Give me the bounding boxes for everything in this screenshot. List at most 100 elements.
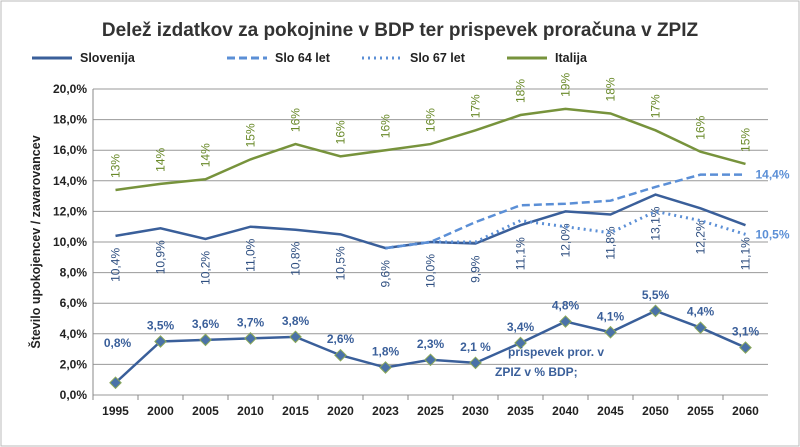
y-tick-label: 8,0% bbox=[60, 266, 88, 280]
data-point bbox=[694, 321, 707, 335]
data-label: 1,8% bbox=[372, 344, 400, 358]
data-point bbox=[289, 330, 302, 344]
x-tick-label: 2020 bbox=[327, 404, 354, 418]
data-point bbox=[244, 332, 257, 345]
data-label: 4,8% bbox=[552, 299, 580, 313]
x-tick-label: 2015 bbox=[282, 404, 309, 418]
x-tick-label: 2045 bbox=[597, 404, 624, 418]
data-label: 19% bbox=[559, 73, 573, 97]
data-label: 16% bbox=[379, 114, 393, 138]
y-tick-label: 6,0% bbox=[60, 296, 88, 310]
data-label: 0,8% bbox=[104, 336, 132, 350]
y-tick-label: 14,0% bbox=[53, 174, 87, 188]
end-label: 14,4% bbox=[756, 168, 790, 182]
legend-label: Slo 67 let bbox=[410, 51, 466, 65]
data-label: 10,8% bbox=[289, 241, 303, 275]
data-label: 16% bbox=[694, 115, 708, 139]
data-point bbox=[559, 315, 572, 328]
legend-label: Italija bbox=[555, 51, 588, 65]
data-label: 15% bbox=[739, 128, 753, 152]
data-label: 16% bbox=[289, 108, 303, 132]
data-label: 17% bbox=[469, 94, 483, 118]
series-line bbox=[115, 107, 746, 192]
data-label: 11,1% bbox=[739, 237, 753, 270]
y-tick-label: 10,0% bbox=[53, 235, 87, 249]
data-label: 3,7% bbox=[237, 315, 265, 329]
data-point bbox=[109, 376, 122, 390]
y-tick-label: 18,0% bbox=[53, 113, 87, 127]
data-label: 16% bbox=[424, 108, 438, 132]
data-label: 10,2% bbox=[199, 251, 213, 285]
data-label: 18% bbox=[604, 77, 618, 101]
end-label: 10,5% bbox=[756, 227, 790, 241]
data-point bbox=[154, 335, 167, 348]
data-label: 2,3% bbox=[417, 337, 445, 351]
data-label: 10,5% bbox=[334, 246, 348, 280]
series-annotation: prispevek pror. v bbox=[508, 345, 604, 359]
data-point bbox=[469, 356, 482, 370]
legend-label: Slo 64 let bbox=[275, 51, 331, 65]
data-label: 3,6% bbox=[192, 317, 220, 331]
data-label: 9,6% bbox=[379, 260, 393, 288]
data-point bbox=[379, 361, 392, 374]
x-tick-label: 2040 bbox=[552, 404, 579, 418]
data-label: 10,9% bbox=[154, 240, 168, 274]
data-label: 3,8% bbox=[282, 314, 310, 328]
y-tick-label: 16,0% bbox=[53, 143, 87, 157]
x-tick-label: 2023 bbox=[372, 404, 399, 418]
legend-label: Slovenija bbox=[80, 51, 136, 65]
y-tick-label: 0,0% bbox=[60, 388, 88, 402]
data-label: 11,1% bbox=[514, 237, 528, 270]
chart-title: Delež izdatkov za pokojnine v BDP ter pr… bbox=[102, 20, 699, 41]
y-tick-label: 4,0% bbox=[60, 327, 88, 341]
data-label: 12,0% bbox=[559, 223, 573, 257]
data-label: 14% bbox=[199, 143, 213, 167]
data-point bbox=[334, 348, 347, 362]
x-tick-label: 2000 bbox=[147, 404, 174, 418]
data-point bbox=[739, 341, 752, 354]
data-label: 4,1% bbox=[597, 309, 625, 323]
data-label: 14% bbox=[154, 148, 168, 172]
data-label: 9,9% bbox=[469, 255, 483, 283]
y-tick-label: 12,0% bbox=[53, 204, 87, 218]
y-axis-label: Število upokojencev / zavarovancev bbox=[28, 135, 43, 348]
data-label: 18% bbox=[514, 79, 528, 103]
data-label: 15% bbox=[244, 123, 258, 147]
x-tick-label: 2025 bbox=[417, 404, 444, 418]
series-annotation: ZPIZ v % BDP; bbox=[495, 365, 578, 379]
data-label: 3,5% bbox=[147, 318, 175, 332]
data-label: 12,2% bbox=[694, 220, 708, 254]
x-tick-label: 2050 bbox=[642, 404, 669, 418]
data-label: 4,4% bbox=[687, 305, 715, 319]
data-label: 13,1% bbox=[649, 206, 663, 240]
x-tick-label: 2030 bbox=[462, 404, 489, 418]
x-tick-label: 2060 bbox=[732, 404, 759, 418]
data-label: 2,1 % bbox=[460, 340, 491, 354]
x-tick-label: 2005 bbox=[192, 404, 219, 418]
data-label: 5,5% bbox=[642, 288, 670, 302]
data-point bbox=[604, 325, 617, 339]
data-point bbox=[514, 336, 527, 350]
data-label: 11,0% bbox=[244, 238, 258, 271]
x-tick-label: 2035 bbox=[507, 404, 534, 418]
x-tick-label: 1995 bbox=[102, 404, 129, 418]
series-line bbox=[385, 209, 746, 250]
data-point bbox=[424, 353, 437, 367]
data-label: 3,1% bbox=[732, 325, 760, 339]
y-tick-label: 20,0% bbox=[53, 82, 87, 96]
data-label: 17% bbox=[649, 94, 663, 118]
data-label: 2,6% bbox=[327, 332, 355, 346]
data-label: 10,4% bbox=[109, 248, 123, 282]
series-line bbox=[385, 173, 746, 250]
data-point bbox=[649, 304, 662, 318]
x-tick-label: 2010 bbox=[237, 404, 264, 418]
y-tick-label: 2,0% bbox=[60, 357, 88, 371]
data-point bbox=[199, 333, 212, 347]
data-label: 3,4% bbox=[507, 320, 535, 334]
x-tick-label: 2055 bbox=[687, 404, 714, 418]
data-label: 16% bbox=[334, 120, 348, 144]
data-label: 13% bbox=[109, 154, 123, 178]
